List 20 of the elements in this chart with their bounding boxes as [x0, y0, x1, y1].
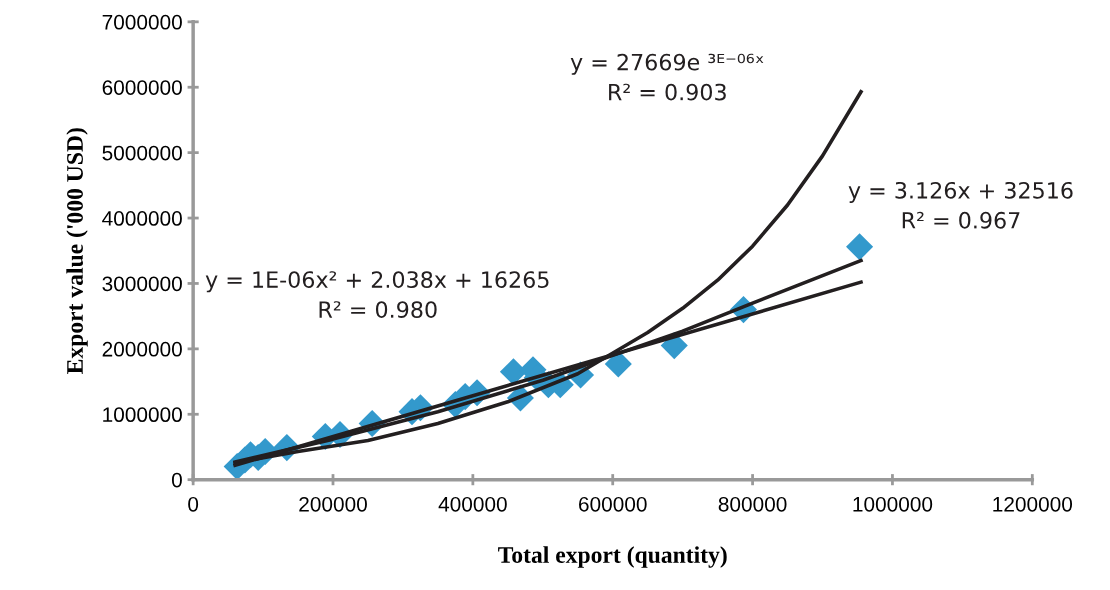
y-axis-title: Export value ('000 USD) [66, 128, 88, 374]
x-tick-label: 1200000 [993, 496, 1073, 512]
x-tick-label: 800000 [718, 496, 787, 512]
y-tick-label: 6000000 [102, 80, 182, 95]
x-axis-title: Total export (quantity) [498, 546, 727, 568]
y-tick-label: 0 [171, 472, 182, 488]
y-tick-label: 7000000 [102, 14, 182, 30]
y-tick-label: 3000000 [102, 276, 182, 292]
x-tick-label: 1000000 [853, 496, 933, 512]
x-tick-label: 0 [188, 496, 199, 512]
annotation: y = 1E-06x² + 2.038x + 16265 R² = 0.980 [205, 271, 549, 318]
y-tick-label: 4000000 [102, 211, 182, 226]
y-tick-label: 1000000 [103, 407, 182, 423]
annotation: y = 27669e ³ᴱ⁻⁰⁶ˣ R² = 0.903 [570, 53, 764, 101]
x-tick-label: 200000 [299, 496, 367, 512]
y-tick-label: 2000000 [102, 341, 182, 357]
annotation: y = 3.126x + 32516 R² = 0.967 [848, 181, 1073, 229]
x-tick-label: 400000 [438, 496, 507, 512]
y-tick-label: 5000000 [102, 145, 182, 161]
x-tick-label: 600000 [579, 496, 647, 512]
